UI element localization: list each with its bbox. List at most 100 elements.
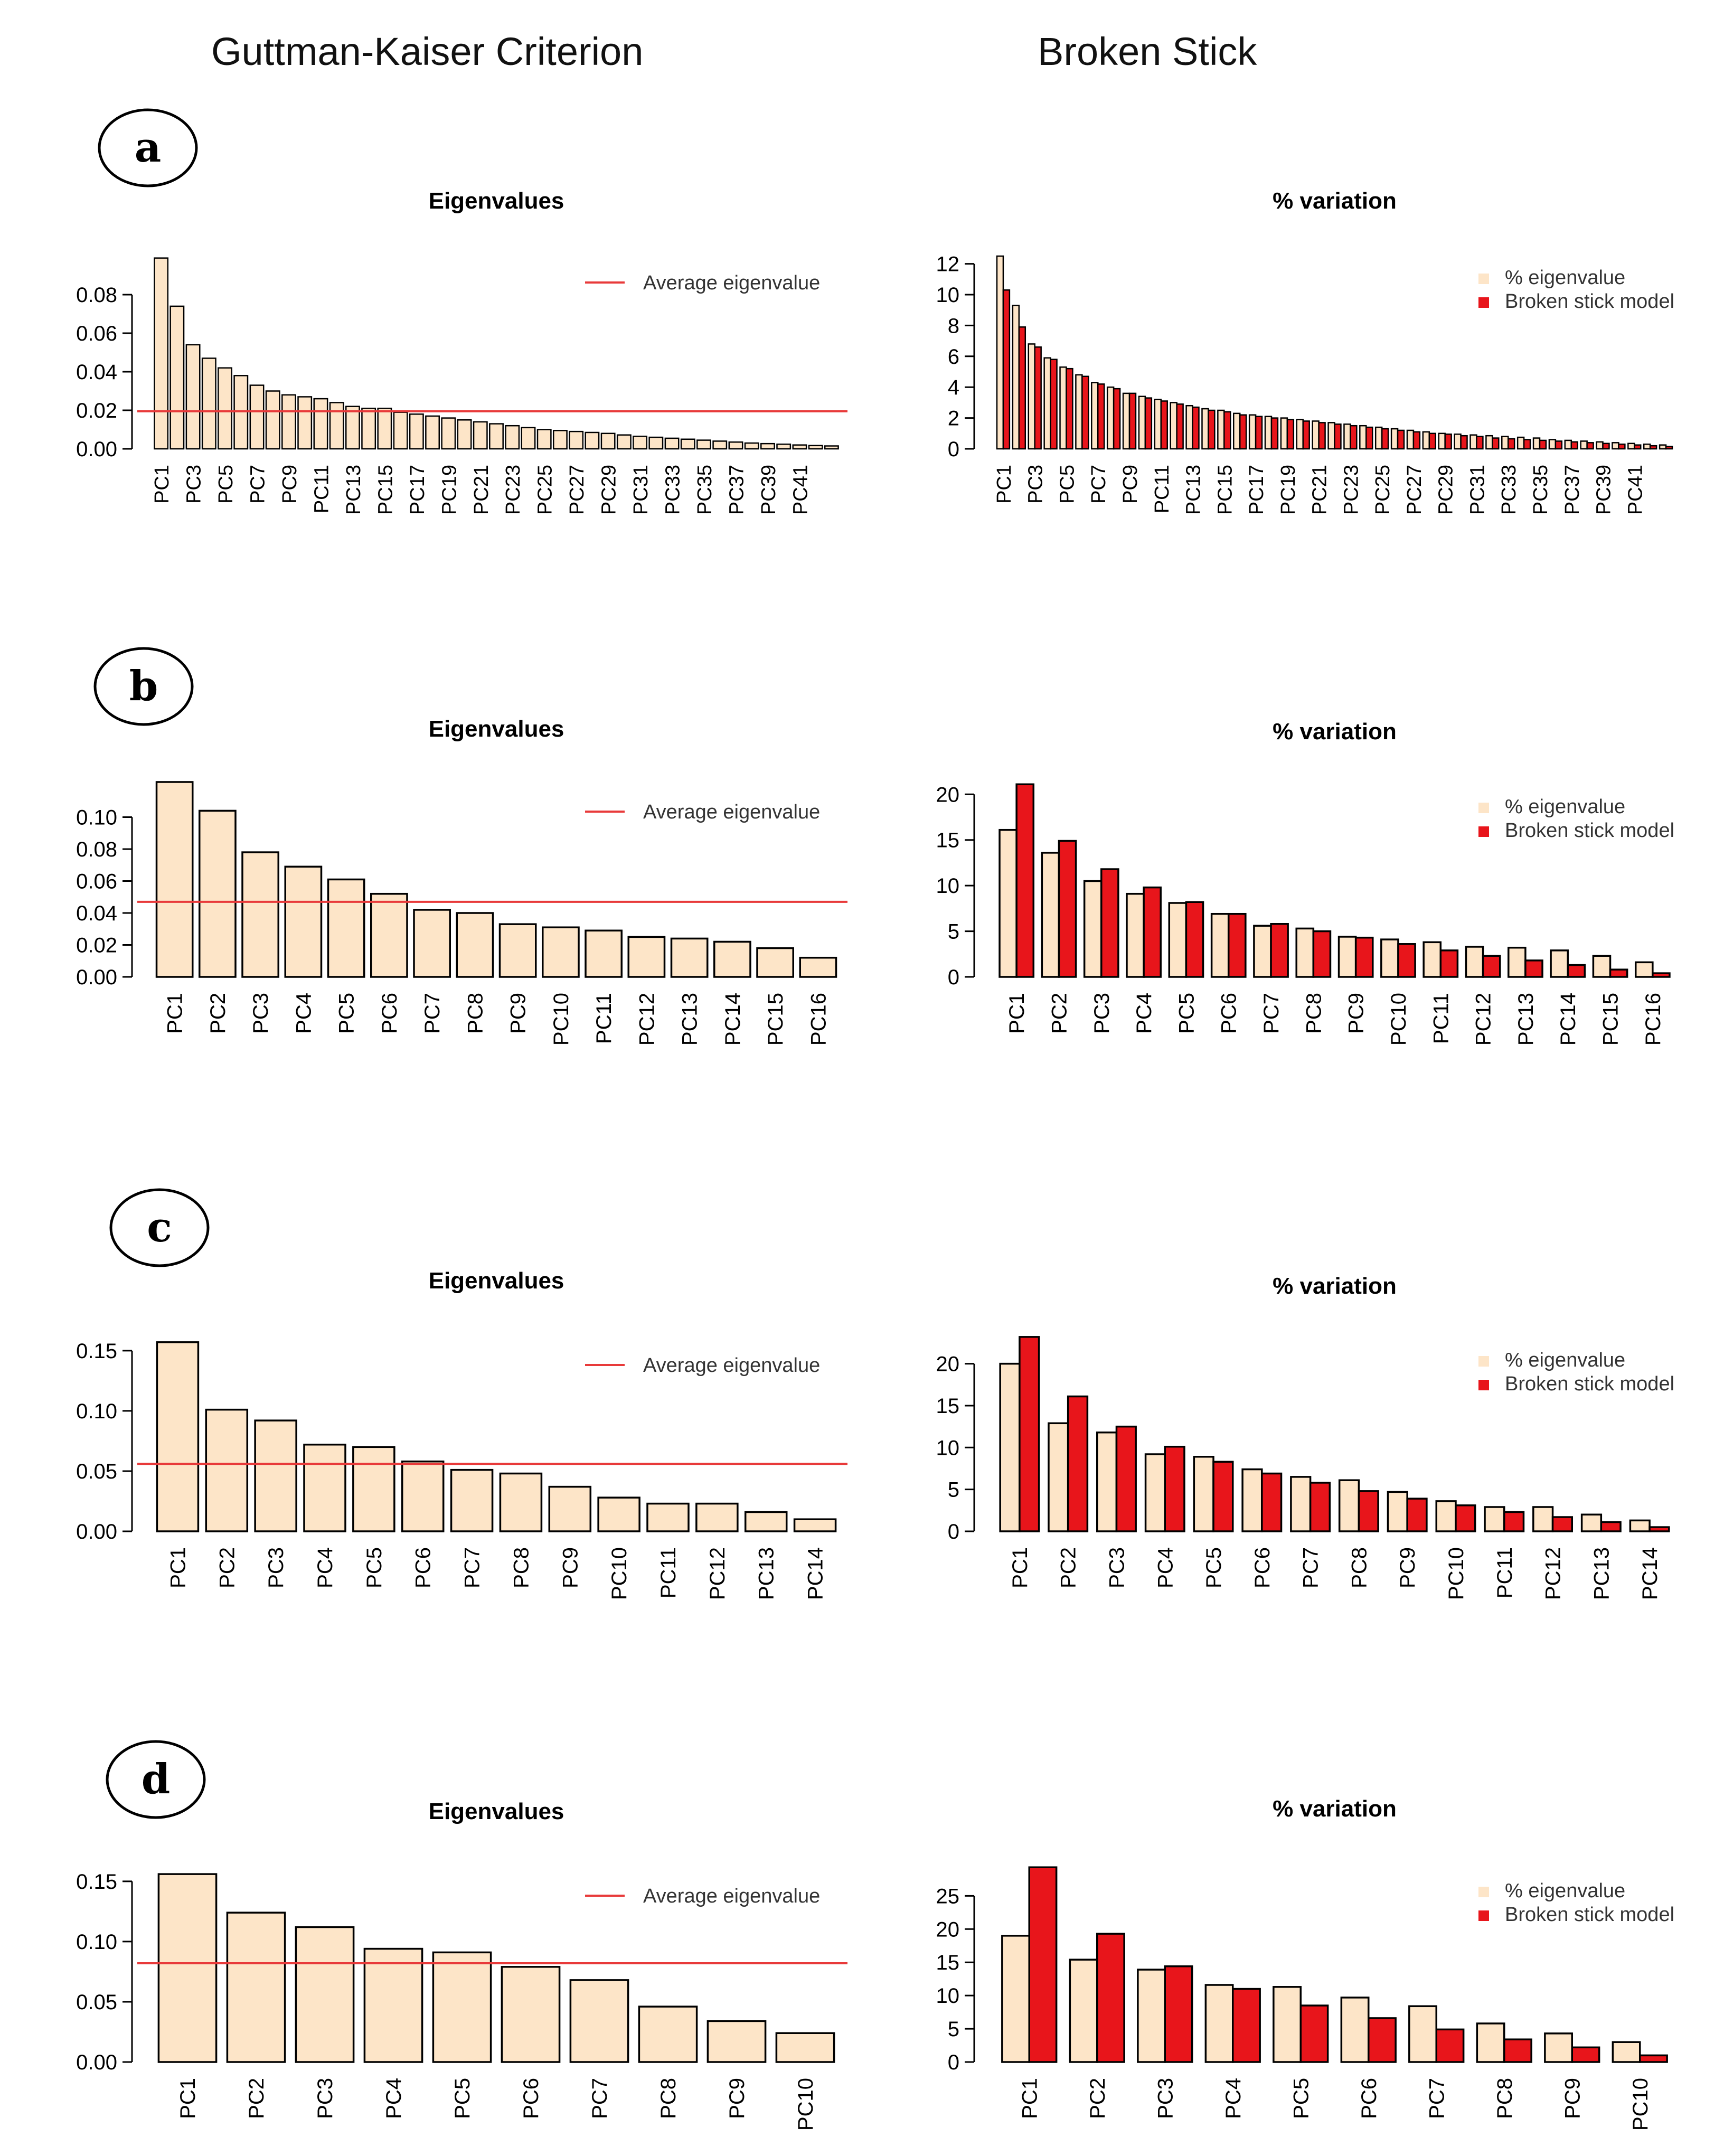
x-tick-label-a-variation: PC27 [1403, 465, 1426, 515]
x-tick-label-a-eigen: PC33 [662, 465, 684, 515]
bar-a-variation-broken-stick [1302, 420, 1310, 450]
chart-title-a-eigen: Eigenvalues [429, 188, 564, 214]
bar-a-variation-eigenvalue [1138, 396, 1146, 450]
x-tick-label-c-eigen: PC4 [314, 1547, 337, 1588]
bar-b-eigen [756, 947, 794, 978]
x-tick-label-a-variation: PC3 [1025, 465, 1047, 504]
bar-c-variation-eigenvalue [1048, 1422, 1069, 1532]
bar-a-eigen [792, 444, 807, 450]
bar-a-variation-eigenvalue [1612, 442, 1619, 450]
x-tick-label-a-eigen: PC31 [630, 465, 652, 515]
bar-c-variation-broken-stick [1309, 1482, 1331, 1532]
bar-c-variation-broken-stick [1358, 1490, 1379, 1532]
bar-a-variation-eigenvalue [996, 255, 1004, 450]
bar-a-eigen [265, 390, 280, 450]
y-tick-label-a-variation: 12 [936, 253, 960, 276]
bar-a-eigen [169, 305, 185, 450]
x-tick-label-c-variation: PC3 [1105, 1547, 1128, 1588]
bar-a-variation-eigenvalue [1454, 434, 1462, 450]
bar-c-variation-eigenvalue [1241, 1468, 1263, 1532]
x-tick-label-a-eigen: PC17 [407, 465, 429, 515]
x-tick-label-a-eigen: PC29 [598, 465, 620, 515]
y-tick-label-c-variation: 5 [948, 1479, 959, 1502]
bar-b-variation-eigenvalue [1465, 946, 1484, 978]
bar-a-variation-broken-stick [1255, 416, 1263, 450]
bar-a-eigen [664, 437, 680, 450]
bar-a-variation-broken-stick [1270, 417, 1279, 450]
x-tick-label-a-variation: PC13 [1183, 465, 1205, 515]
x-tick-label-c-variation: PC5 [1202, 1547, 1226, 1588]
bar-a-variation-eigenvalue [1438, 432, 1446, 450]
bar-b-eigen [670, 937, 709, 978]
bar-a-variation-eigenvalue [1043, 357, 1051, 450]
x-tick-label-a-eigen: PC1 [151, 465, 173, 504]
bar-a-variation-eigenvalue [1217, 409, 1225, 450]
bar-c-variation-broken-stick [1406, 1498, 1428, 1532]
x-tick-label-b-eigen: PC6 [378, 993, 401, 1034]
legend-swatch-b-variation-broken-stick [1478, 826, 1489, 837]
bar-a-eigen [441, 417, 456, 450]
y-tick-label-a-variation: 10 [936, 284, 960, 307]
bar-a-variation-eigenvalue [1122, 392, 1131, 450]
y-tick-label-d-variation: 10 [936, 1984, 960, 2008]
bar-b-variation-eigenvalue [1253, 925, 1272, 978]
bar-a-variation-broken-stick [1649, 445, 1657, 450]
bar-c-variation-eigenvalue [999, 1362, 1021, 1532]
bar-c-eigen [450, 1468, 494, 1532]
x-tick-label-b-variation: PC4 [1133, 993, 1156, 1034]
y-tick-label-d-eigen: 0.10 [76, 1931, 117, 1954]
bar-a-eigen [218, 367, 232, 450]
x-tick-label-b-eigen: PC3 [249, 993, 272, 1034]
bar-a-variation-eigenvalue [1154, 399, 1162, 450]
x-tick-label-a-eigen: PC35 [694, 465, 716, 515]
panel-label-circle-b [93, 647, 194, 726]
y-tick-label-d-eigen: 0.05 [76, 1991, 117, 2014]
x-tick-label-a-variation: PC19 [1277, 465, 1299, 515]
bar-a-eigen [585, 431, 600, 450]
x-tick-label-b-variation: PC2 [1048, 993, 1071, 1034]
bar-a-variation-eigenvalue [1106, 386, 1115, 450]
y-tick-label-b-eigen: 0.08 [76, 838, 117, 861]
bar-d-variation-eigenvalue [1612, 2041, 1641, 2063]
legend-label-d-variation-broken-stick: Broken stick model [1505, 1904, 1674, 1926]
x-tick-label-c-eigen: PC7 [461, 1547, 484, 1588]
bar-d-variation-broken-stick [1571, 2046, 1600, 2063]
x-tick-label-a-variation: PC33 [1498, 465, 1520, 515]
bar-b-eigen [199, 809, 237, 978]
legend-swatch-c-variation-eigenvalue [1478, 1356, 1489, 1367]
bar-a-variation-broken-stick [1523, 439, 1531, 450]
x-tick-label-a-eigen: PC37 [726, 465, 748, 515]
bar-b-eigen [456, 912, 494, 978]
bar-b-variation-broken-stick [1397, 943, 1416, 978]
bar-c-variation-eigenvalue [1629, 1519, 1651, 1532]
bar-a-eigen [473, 421, 488, 450]
x-tick-label-b-eigen: PC5 [335, 993, 359, 1034]
y-tick-label-b-eigen: 0.06 [76, 870, 117, 893]
bar-b-eigen [413, 909, 451, 978]
bar-b-eigen [370, 892, 408, 978]
panel-label-a: a [135, 124, 162, 172]
bar-a-eigen [744, 442, 759, 450]
bar-a-variation-eigenvalue [1564, 439, 1572, 450]
panel-label-b: b [129, 662, 158, 710]
bar-a-variation-eigenvalue [1248, 414, 1257, 450]
bar-b-variation-broken-stick [1227, 912, 1247, 978]
bar-c-variation-broken-stick [1115, 1425, 1137, 1532]
bar-d-variation-broken-stick [1368, 2017, 1397, 2063]
bar-d-eigen [226, 1912, 286, 2063]
bar-c-eigen [548, 1485, 592, 1532]
bar-a-variation-broken-stick [1018, 326, 1026, 450]
bar-a-variation-eigenvalue [1501, 436, 1509, 450]
bar-b-variation-eigenvalue [1295, 927, 1315, 978]
bar-c-variation-broken-stick [1551, 1516, 1573, 1532]
bar-a-eigen [345, 406, 360, 450]
x-tick-label-b-variation: PC10 [1387, 993, 1410, 1046]
x-tick-label-d-variation: PC5 [1289, 2078, 1313, 2119]
bar-b-eigen [585, 929, 623, 978]
bar-d-variation-eigenvalue [1408, 2005, 1438, 2063]
y-tick-label-a-eigen: 0.04 [76, 361, 117, 384]
bar-a-variation-broken-stick [1539, 439, 1547, 450]
bar-d-eigen [363, 1947, 423, 2063]
x-tick-label-a-eigen: PC25 [534, 465, 557, 515]
bar-a-variation-broken-stick [1492, 437, 1500, 450]
